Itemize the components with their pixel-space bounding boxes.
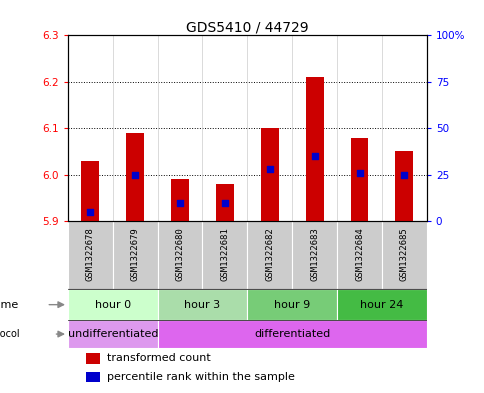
Text: GSM1322683: GSM1322683 <box>309 227 318 281</box>
Bar <box>247 289 336 320</box>
Text: GSM1322678: GSM1322678 <box>86 227 95 281</box>
Point <box>86 209 94 215</box>
Text: transformed count: transformed count <box>107 353 211 364</box>
Bar <box>260 128 278 221</box>
Text: hour 3: hour 3 <box>184 299 220 310</box>
Text: percentile rank within the sample: percentile rank within the sample <box>107 372 295 382</box>
Text: growth protocol: growth protocol <box>0 329 19 339</box>
Text: differentiated: differentiated <box>254 329 330 339</box>
Bar <box>81 161 99 221</box>
Point <box>131 171 139 178</box>
Bar <box>336 221 381 289</box>
Bar <box>291 221 336 289</box>
Bar <box>202 221 247 289</box>
Bar <box>336 289 426 320</box>
Text: undifferentiated: undifferentiated <box>67 329 158 339</box>
Text: GSM1322685: GSM1322685 <box>399 227 408 281</box>
Bar <box>86 372 100 382</box>
Point <box>265 166 273 172</box>
Text: hour 9: hour 9 <box>273 299 310 310</box>
Text: hour 24: hour 24 <box>360 299 403 310</box>
Bar <box>171 179 189 221</box>
Title: GDS5410 / 44729: GDS5410 / 44729 <box>186 20 308 34</box>
Text: GSM1322681: GSM1322681 <box>220 227 229 281</box>
Bar <box>350 138 368 221</box>
Text: hour 0: hour 0 <box>94 299 131 310</box>
Point <box>221 199 228 206</box>
Bar <box>126 133 144 221</box>
Text: GSM1322680: GSM1322680 <box>175 227 184 281</box>
Text: GSM1322679: GSM1322679 <box>130 227 139 281</box>
Bar <box>247 221 291 289</box>
Bar <box>68 289 157 320</box>
Point <box>355 170 363 176</box>
Bar <box>112 221 157 289</box>
Bar <box>68 320 157 348</box>
Bar <box>68 221 112 289</box>
Bar <box>394 151 412 221</box>
Bar <box>86 353 100 364</box>
Point <box>310 153 318 159</box>
Point <box>400 171 408 178</box>
Bar <box>381 221 426 289</box>
Bar <box>305 77 323 221</box>
Text: time: time <box>0 299 19 310</box>
Text: GSM1322682: GSM1322682 <box>265 227 274 281</box>
Bar <box>157 289 247 320</box>
Point <box>176 199 183 206</box>
Text: GSM1322684: GSM1322684 <box>354 227 363 281</box>
Bar <box>157 320 426 348</box>
Bar <box>215 184 233 221</box>
Bar <box>157 221 202 289</box>
